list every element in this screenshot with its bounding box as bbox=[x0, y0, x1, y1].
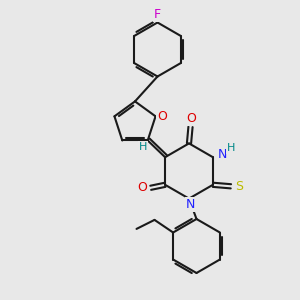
Text: H: H bbox=[227, 143, 236, 153]
Text: H: H bbox=[139, 142, 147, 152]
Text: S: S bbox=[235, 180, 243, 193]
Text: O: O bbox=[157, 110, 167, 123]
Text: O: O bbox=[137, 181, 147, 194]
Text: N: N bbox=[218, 148, 227, 161]
Text: N: N bbox=[186, 197, 195, 211]
Text: F: F bbox=[154, 8, 161, 21]
Text: O: O bbox=[186, 112, 196, 125]
